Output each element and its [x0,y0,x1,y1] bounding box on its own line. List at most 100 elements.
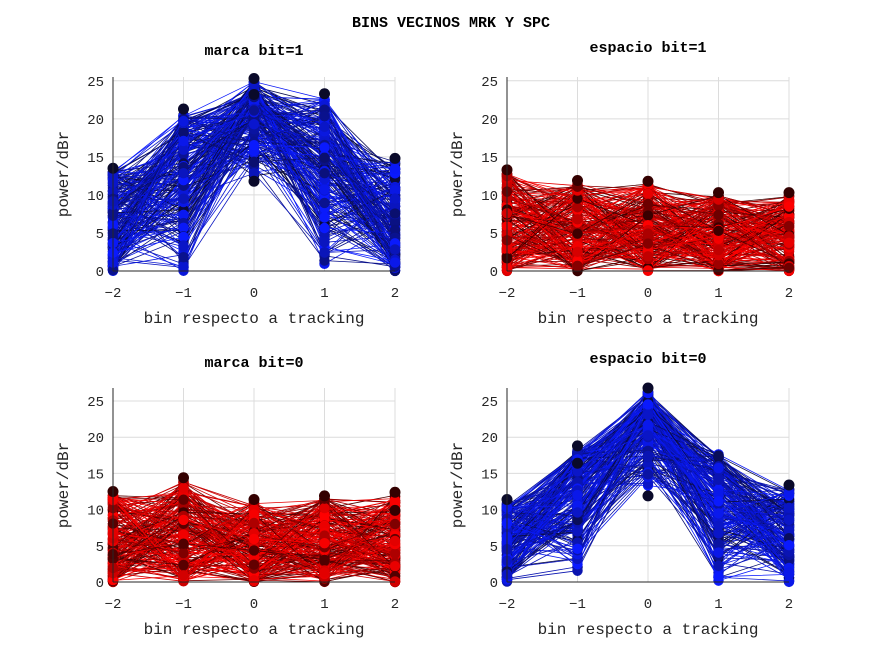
data-point [248,509,260,520]
data-point [248,168,260,179]
data-point-extreme [319,490,330,502]
x-tick-label: 0 [250,597,258,613]
data-point-extreme [248,73,260,85]
data-point [572,228,583,239]
data-point [389,518,401,530]
x-tick-label: −1 [569,286,586,302]
y-tick-label: 5 [96,540,104,556]
data-point [319,184,330,195]
y-tick-label: 0 [490,265,498,281]
figure-suptitle: BINS VECINOS MRK Y SPC [352,15,550,32]
data-point [783,237,795,249]
data-point [319,247,330,258]
data-point [783,201,795,212]
y-axis-label: power/dBr [55,131,73,217]
data-point [713,209,724,221]
data-point [783,220,795,232]
data-point [178,144,189,155]
data-point [642,198,654,210]
y-tick-label: 25 [87,395,104,411]
data-point [248,545,260,556]
data-point [713,244,724,256]
data-point [713,225,724,237]
data-point-extreme [178,103,189,115]
data-point [389,244,401,255]
y-tick-label: 20 [481,113,498,129]
y-tick-label: 0 [96,265,104,281]
data-point [178,193,189,204]
data-point [319,537,330,549]
y-axis-label: power/dBr [55,442,73,528]
data-point [319,167,330,179]
x-axis-label: bin respecto a tracking [144,310,365,328]
data-point [642,228,654,239]
y-tick-label: 25 [481,75,498,91]
x-tick-label: −2 [105,286,122,302]
subplot-title: marca bit=1 [204,43,303,60]
x-tick-label: 2 [391,286,399,302]
data-point [319,111,330,122]
data-point [642,188,654,200]
data-point [248,156,260,168]
data-point-extreme [389,504,401,516]
x-tick-label: −2 [105,597,122,613]
data-point [319,121,330,133]
data-point [572,260,583,272]
data-point [178,559,189,571]
data-point [319,212,330,223]
data-point [178,231,189,243]
data-point-extreme [248,175,260,187]
data-point [319,530,330,541]
x-tick-label: 2 [391,597,399,613]
y-axis-label: power/dBr [449,131,467,217]
data-point-extreme [389,152,401,164]
data-point [572,214,583,225]
y-tick-label: 10 [87,189,104,205]
x-axis-label: bin respecto a tracking [144,621,365,639]
data-point [178,482,189,494]
data-point [389,497,401,508]
data-point [389,163,401,174]
subplot-title: espacio bit=1 [589,40,706,57]
data-point [319,502,330,514]
data-point [713,258,724,270]
data-point-extreme [319,88,330,100]
data-point [572,202,583,213]
y-tick-label: 25 [87,75,104,91]
data-point [319,197,330,209]
data-point [319,152,330,163]
data-point [178,570,189,581]
x-tick-label: 2 [785,286,793,302]
data-point [389,560,401,572]
data-point [389,224,401,236]
data-point-extreme [389,486,401,498]
data-point [248,574,260,586]
x-tick-label: −1 [175,597,192,613]
data-point [178,538,189,549]
y-tick-label: 0 [96,576,104,592]
data-point-extreme [572,174,583,186]
series-markers [107,73,401,277]
y-tick-label: 5 [96,227,104,243]
data-point [572,246,583,258]
y-tick-label: 20 [87,113,104,129]
data-point [319,554,330,566]
data-point [389,576,401,587]
data-point-extreme [248,493,260,505]
data-point [319,222,330,234]
data-point [178,494,189,505]
series-markers [501,382,795,588]
y-tick-label: 15 [87,151,104,167]
x-tick-label: 1 [320,597,328,613]
data-point [248,119,260,130]
data-point [389,535,401,547]
data-point [572,193,583,204]
x-tick-label: 1 [320,286,328,302]
data-point-extreme [248,88,260,100]
y-tick-label: 5 [490,227,498,243]
data-point [178,514,189,526]
data-point [178,252,189,263]
